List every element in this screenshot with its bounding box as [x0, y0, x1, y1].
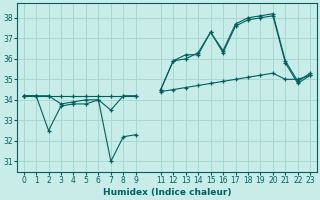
X-axis label: Humidex (Indice chaleur): Humidex (Indice chaleur)	[103, 188, 231, 197]
